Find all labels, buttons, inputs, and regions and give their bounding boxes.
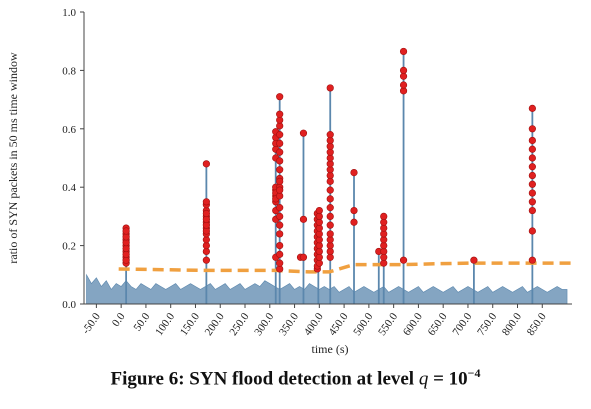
alarm-point — [326, 230, 334, 238]
alarm-point — [326, 131, 334, 139]
alarm-point — [122, 227, 130, 235]
alarm-point — [528, 227, 536, 235]
alarm-point — [528, 206, 536, 215]
caption-base: 10 — [448, 368, 468, 390]
alarm-point — [202, 198, 210, 206]
alarm-point — [528, 198, 536, 206]
x-tick-label: 500.0 — [351, 310, 375, 338]
alarm-point — [528, 136, 536, 145]
x-tick-label: 350.0 — [277, 310, 301, 338]
alarm-point — [326, 84, 334, 92]
alarm-point — [350, 169, 358, 177]
alarm-point — [276, 148, 284, 156]
alarm-point — [202, 256, 210, 264]
alarm-point — [276, 166, 284, 174]
alarm-point — [276, 139, 284, 147]
x-tick-label: 200.0 — [203, 310, 227, 338]
y-tick-label: 0.2 — [62, 241, 76, 253]
x-tick-label: 600.0 — [401, 310, 425, 338]
y-axis: 0.0 0.2 0.4 0.6 0.8 1.0 — [62, 7, 85, 311]
alarm-point — [399, 256, 408, 264]
x-tick-label: 800.0 — [500, 310, 524, 338]
x-tick-label: 850.0 — [525, 310, 549, 338]
alarm-point — [299, 129, 308, 137]
x-tick-label: 650.0 — [426, 310, 450, 338]
alarm-point — [399, 66, 408, 74]
y-axis-label: ratio of SYN packets in 50 ms time windo… — [6, 52, 20, 264]
caption-exponent: −4 — [467, 366, 481, 380]
y-tick-label: 1.0 — [62, 7, 76, 19]
plot-area — [86, 47, 572, 304]
x-tick-label: 0.0 — [110, 310, 128, 329]
alarm-point — [528, 180, 536, 188]
y-tick-label: 0.8 — [62, 65, 76, 77]
figure-caption: Figure 6: SYN flood detection at level q… — [0, 366, 591, 390]
caption-text: Figure 6: SYN flood detection at level — [110, 368, 419, 390]
alarm-point — [380, 212, 388, 220]
alarm-point — [276, 230, 284, 238]
alarm-point — [326, 212, 334, 220]
alarm-point — [470, 256, 478, 264]
alarm-point — [315, 206, 323, 215]
x-tick-label: -50.0 — [80, 310, 103, 336]
alarm-point — [202, 160, 210, 168]
x-axis: -50.0 0.0 50.0 100.0 150.0 200.0 250.0 300.0 350… — [80, 303, 572, 338]
alarm-point — [528, 145, 536, 153]
y-tick-label: 0.0 — [62, 299, 76, 311]
alarm-point — [276, 221, 284, 229]
traffic-baseline-area — [86, 273, 568, 304]
alarm-point — [276, 186, 284, 194]
alarm-point — [326, 221, 334, 229]
x-tick-label: 550.0 — [376, 310, 400, 338]
alarm-point — [528, 154, 536, 162]
alarm-point — [528, 104, 536, 112]
alarm-point — [326, 195, 334, 203]
alarm-point — [276, 212, 284, 220]
alarm-point — [350, 206, 358, 215]
alarm-point — [299, 253, 308, 261]
y-tick-label: 0.4 — [62, 182, 76, 194]
x-tick-label: 300.0 — [252, 310, 276, 338]
alarm-point — [202, 209, 210, 218]
alarm-point — [399, 81, 408, 89]
detection-threshold-line — [118, 261, 572, 274]
alarm-point — [276, 110, 284, 118]
alarm-point — [528, 189, 536, 197]
alarm-point — [276, 93, 284, 101]
alarm-point — [276, 250, 284, 258]
alarm-point — [276, 157, 284, 165]
alarm-point — [276, 131, 284, 139]
x-tick-label: 450.0 — [327, 310, 351, 338]
x-tick-label: 100.0 — [153, 310, 177, 338]
alarm-point — [399, 47, 408, 56]
x-tick-label: 750.0 — [475, 310, 499, 338]
alarm-point — [528, 163, 536, 171]
alarm-point — [276, 259, 284, 267]
alarm-point — [276, 204, 284, 212]
x-tick-label: 700.0 — [450, 310, 474, 338]
x-tick-label: 400.0 — [302, 310, 326, 338]
alarm-point — [299, 215, 308, 223]
alarm-point — [350, 218, 358, 226]
x-tick-label: 50.0 — [132, 310, 153, 333]
y-tick-label: 0.6 — [62, 124, 76, 136]
x-tick-label: 250.0 — [227, 310, 251, 338]
chart: -50.0 0.0 50.0 100.0 150.0 200.0 250.0 300.0 350… — [6, 7, 572, 356]
alarm-point — [326, 204, 334, 212]
alarm-point — [528, 256, 536, 264]
alarm-point — [276, 177, 284, 185]
caption-equals: = — [428, 368, 449, 390]
alarm-point — [528, 171, 536, 180]
caption-variable: q — [418, 368, 429, 390]
alarm-point — [528, 125, 536, 133]
alarm-point — [276, 242, 284, 250]
x-tick-label: 150.0 — [178, 310, 202, 338]
alarm-point — [326, 186, 334, 194]
x-axis-label: time (s) — [312, 342, 349, 356]
